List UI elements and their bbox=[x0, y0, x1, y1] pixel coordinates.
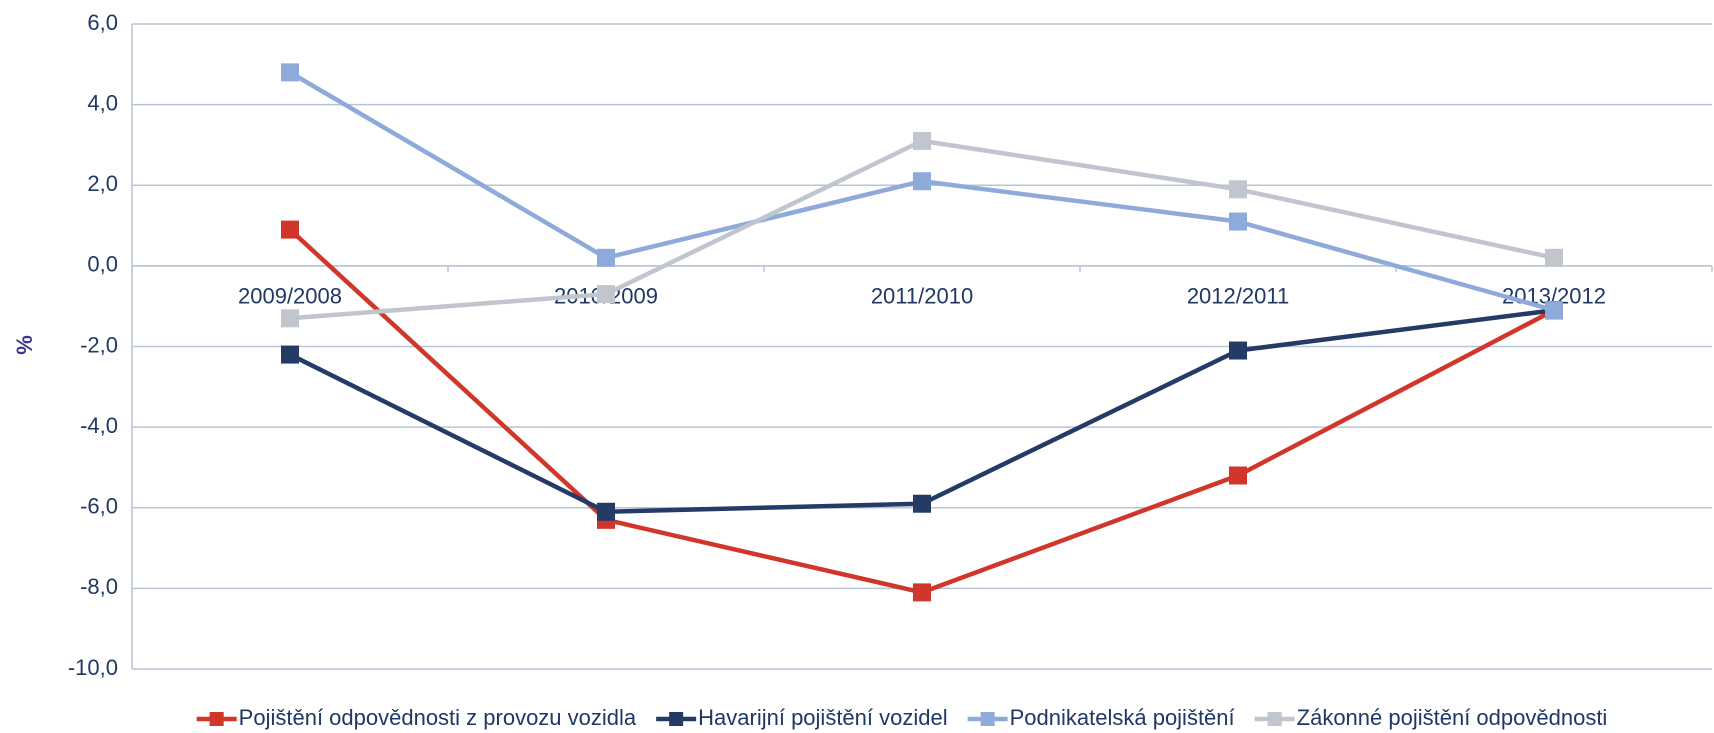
legend-item: Podnikatelská pojištění bbox=[967, 705, 1235, 730]
legend-item: Zákonné pojištění odpovědnosti bbox=[1254, 705, 1608, 730]
x-tick-label: 2009/2008 bbox=[238, 284, 342, 309]
y-tick-label: -2,0 bbox=[80, 332, 118, 357]
legend-marker bbox=[1267, 712, 1282, 726]
y-tick-label: 4,0 bbox=[87, 90, 118, 115]
series-marker bbox=[1229, 341, 1247, 360]
legend: Pojištění odpovědnosti z provozu vozidla… bbox=[196, 705, 1608, 730]
legend-marker bbox=[980, 712, 995, 726]
legend-marker bbox=[209, 712, 224, 726]
series-marker bbox=[1229, 212, 1247, 231]
y-tick-label: 2,0 bbox=[87, 171, 118, 196]
series-marker bbox=[281, 309, 299, 328]
series-marker bbox=[913, 172, 931, 191]
series-marker bbox=[1229, 466, 1247, 485]
series-marker bbox=[1545, 301, 1563, 320]
x-tick-label: 2012/2011 bbox=[1187, 284, 1289, 309]
y-tick-label: 0,0 bbox=[87, 252, 118, 277]
y-tick-label: -4,0 bbox=[80, 413, 118, 438]
y-tick-label: -10,0 bbox=[68, 655, 118, 680]
series-marker bbox=[597, 248, 615, 267]
legend-marker bbox=[669, 712, 684, 726]
series-line bbox=[288, 70, 1555, 313]
series-marker bbox=[281, 63, 299, 82]
series-marker bbox=[913, 494, 931, 513]
series-marker bbox=[597, 285, 615, 304]
y-tick-label: 6,0 bbox=[87, 10, 118, 35]
y-tick-label: -6,0 bbox=[80, 494, 118, 519]
series-marker bbox=[913, 131, 931, 150]
series-marker bbox=[1229, 180, 1247, 199]
series-marker bbox=[281, 220, 299, 239]
legend-label: Pojištění odpovědnosti z provozu vozidla bbox=[239, 705, 637, 730]
x-tick-label: 2011/2010 bbox=[871, 284, 973, 309]
legend-item: Havarijní pojištění vozidel bbox=[656, 705, 948, 730]
series-marker bbox=[913, 583, 931, 602]
legend-item: Pojištění odpovědnosti z provozu vozidla bbox=[196, 705, 637, 730]
series-marker bbox=[281, 345, 299, 364]
legend-label: Podnikatelská pojištění bbox=[1010, 705, 1235, 730]
y-axis-label: % bbox=[12, 335, 37, 355]
legend-label: Zákonné pojištění odpovědnosti bbox=[1297, 705, 1608, 730]
y-tick-label: -8,0 bbox=[80, 574, 118, 599]
series-marker bbox=[1545, 248, 1563, 267]
series-marker bbox=[597, 502, 615, 521]
legend-label: Havarijní pojištění vozidel bbox=[698, 705, 947, 730]
